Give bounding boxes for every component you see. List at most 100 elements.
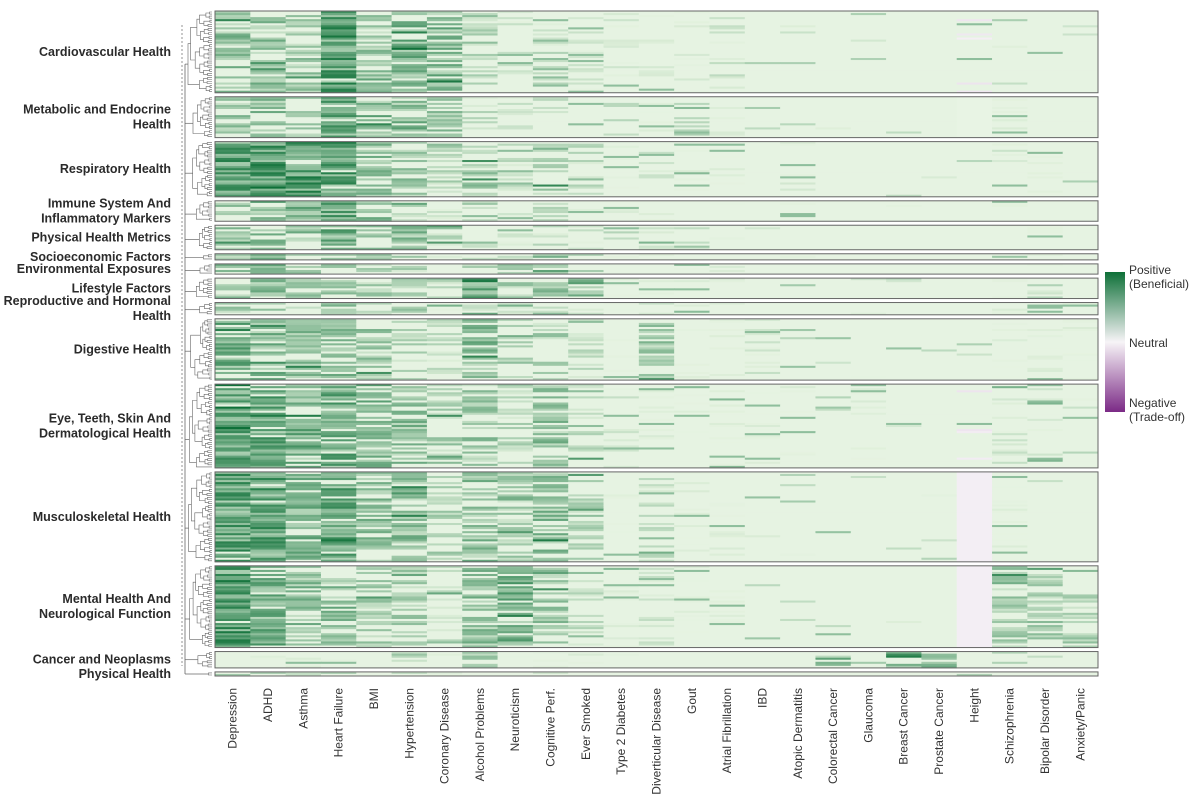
heatmap-cell [320, 90, 357, 94]
heatmap-cell [532, 376, 569, 379]
heatmap-cell [497, 253, 534, 257]
heatmap-cell [320, 23, 357, 26]
heatmap-cell [497, 204, 534, 208]
heatmap-cell [780, 398, 816, 401]
heatmap-cell [886, 27, 922, 30]
heatmap-cell [285, 109, 322, 112]
heatmap-cell [568, 200, 604, 204]
heatmap-cell [744, 147, 781, 151]
heatmap-cell [603, 357, 640, 361]
heatmap-cell [886, 431, 922, 434]
heatmap-cell [497, 78, 534, 81]
heatmap-cell [497, 278, 534, 281]
heatmap-cell [956, 174, 993, 177]
heatmap-cell [568, 414, 604, 418]
heatmap-cell [320, 55, 357, 59]
heatmap-cell [462, 255, 498, 259]
heatmap-cell [886, 384, 922, 387]
heatmap-cell [603, 215, 640, 218]
heatmap-cell [568, 192, 604, 196]
heatmap-cell [250, 306, 287, 310]
heatmap-cell [1062, 353, 1099, 356]
heatmap-cell [603, 302, 640, 305]
heatmap-cell [815, 84, 852, 88]
heatmap-cell [426, 371, 463, 375]
heatmap-cell [215, 431, 251, 434]
heatmap-cell [850, 68, 887, 71]
heatmap-cell [568, 357, 604, 361]
heatmap-cell [886, 58, 922, 61]
heatmap-cell [1027, 378, 1064, 381]
heatmap-cell [285, 229, 322, 232]
heatmap-cell [250, 180, 287, 183]
heatmap-cell [709, 104, 746, 108]
heatmap-cell [532, 388, 569, 391]
heatmap-cell [426, 237, 463, 240]
heatmap-cell [462, 308, 498, 312]
heatmap-cell [815, 359, 852, 363]
heatmap-cell [462, 182, 498, 185]
dendrogram-link [208, 595, 212, 598]
heatmap-cell [532, 123, 569, 126]
heatmap-cell [815, 267, 852, 271]
heatmap-cell [1027, 263, 1064, 267]
heatmap-cell [215, 233, 251, 236]
heatmap-cell [532, 51, 569, 55]
heatmap-cell [285, 408, 322, 412]
heatmap-cell [603, 178, 640, 181]
heatmap-cell [1062, 243, 1099, 247]
heatmap-cell [815, 127, 852, 130]
heatmap-cell [744, 84, 781, 88]
heatmap-cell [532, 19, 569, 22]
heatmap-cell [320, 145, 357, 149]
dendrogram-link [207, 171, 212, 174]
heatmap-cell [568, 245, 604, 249]
heatmap-cell [674, 174, 710, 177]
heatmap-cell [356, 257, 392, 261]
heatmap-cell [356, 80, 392, 83]
heatmap-cell [921, 29, 958, 32]
heatmap-cell [285, 106, 322, 110]
heatmap-cell [744, 66, 781, 69]
heatmap-cell [992, 265, 1028, 269]
heatmap-cell [356, 359, 392, 363]
heatmap-cell [497, 35, 534, 38]
heatmap-cell [320, 422, 357, 426]
heatmap-cell [1027, 227, 1064, 230]
heatmap-cell [638, 306, 675, 310]
heatmap-cell [1027, 229, 1064, 232]
dendrogram-link [206, 340, 212, 343]
heatmap-cell [285, 184, 322, 187]
heatmap-cell [921, 245, 958, 249]
heatmap-cell [744, 431, 781, 434]
heatmap-cell [320, 351, 357, 354]
heatmap-cell [285, 255, 322, 259]
heatmap-cell [886, 153, 922, 157]
heatmap-cell [426, 76, 463, 79]
heatmap-cell [815, 284, 852, 287]
heatmap-cell [285, 47, 322, 51]
heatmap-cell [356, 133, 392, 136]
heatmap-cell [674, 420, 710, 424]
heatmap-cell [850, 149, 887, 153]
heatmap-cell [532, 414, 569, 418]
heatmap-cell [320, 302, 357, 305]
heatmap-cell [709, 337, 746, 340]
heatmap-cell [956, 341, 993, 344]
heatmap-cell [532, 280, 569, 283]
heatmap-cell [1062, 408, 1099, 412]
heatmap-cell [886, 263, 922, 267]
heatmap-cell [992, 49, 1028, 53]
dendrogram-branch [185, 201, 212, 221]
heatmap-cell [356, 424, 392, 428]
heatmap-cell [850, 392, 887, 395]
heatmap-cell [850, 347, 887, 350]
heatmap-cell [497, 155, 534, 159]
heatmap-cell [426, 388, 463, 391]
heatmap-cell [215, 151, 251, 155]
heatmap-cell [532, 39, 569, 43]
heatmap-cell [285, 166, 322, 169]
heatmap-cell [956, 37, 993, 41]
heatmap-cell [780, 172, 816, 175]
heatmap-cell [780, 104, 816, 108]
